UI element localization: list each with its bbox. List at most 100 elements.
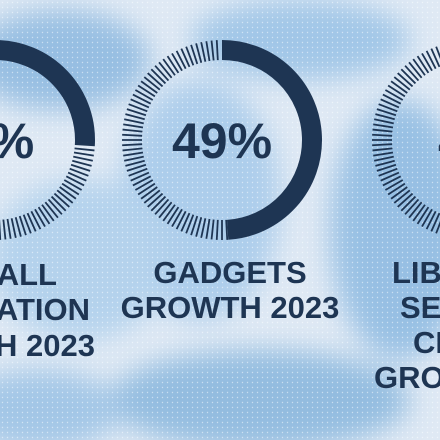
gauge-label: GROW bbox=[374, 360, 440, 395]
gauge-tick bbox=[393, 189, 411, 204]
gauge-tick bbox=[125, 113, 145, 121]
gauge-tick bbox=[375, 159, 395, 167]
gauge-tick bbox=[14, 217, 22, 237]
gauge-tick bbox=[123, 118, 144, 125]
gauge-tick bbox=[387, 182, 406, 196]
gauge-tick bbox=[175, 210, 187, 230]
gauge-tick bbox=[225, 219, 229, 240]
gauge-tick bbox=[382, 93, 402, 105]
gauge-tick bbox=[378, 103, 398, 113]
gauge-tick bbox=[421, 208, 433, 228]
gauge-tick bbox=[61, 182, 80, 196]
gauge-tick bbox=[150, 195, 167, 212]
gauge-tick bbox=[180, 212, 191, 232]
gauge-tick bbox=[408, 201, 423, 219]
gauge-tick bbox=[50, 195, 67, 212]
gauge-tick bbox=[122, 147, 143, 152]
gauge-tick bbox=[154, 198, 170, 215]
gauge-tick bbox=[373, 151, 394, 157]
gauge-tick bbox=[180, 48, 191, 68]
gauge-tick bbox=[372, 133, 393, 137]
gauge-tick bbox=[382, 175, 402, 187]
gauge-tick bbox=[126, 108, 147, 117]
gauge-tick bbox=[425, 50, 437, 70]
gauge-tick bbox=[63, 179, 83, 191]
gauge-tick bbox=[200, 41, 207, 62]
gauge-tick bbox=[215, 219, 219, 240]
gauge-tick bbox=[210, 219, 215, 240]
gauge-tick bbox=[122, 128, 143, 133]
gauge-tick bbox=[425, 210, 437, 230]
gauge-tick bbox=[143, 76, 161, 91]
gauge-tick bbox=[158, 201, 173, 219]
gauge-tick bbox=[404, 65, 420, 82]
gauge-tick bbox=[123, 155, 144, 162]
gauge-tick bbox=[140, 186, 158, 200]
gauge-tick bbox=[195, 217, 203, 237]
gauge-tick bbox=[70, 163, 91, 172]
gauge-tick bbox=[400, 195, 417, 212]
gauge-tick bbox=[128, 167, 148, 177]
gauge-tick bbox=[375, 113, 395, 121]
gauge-tick bbox=[416, 206, 430, 225]
gauge-tick bbox=[132, 175, 152, 187]
gauge-tick bbox=[150, 68, 167, 85]
gauge-tick bbox=[22, 214, 32, 234]
gauge-tick bbox=[380, 171, 400, 182]
gauge-tick bbox=[72, 159, 92, 167]
gauge-label: GROWTH 2023 bbox=[121, 290, 340, 325]
gauge-tick bbox=[380, 98, 400, 109]
gauge-tick bbox=[56, 189, 74, 204]
gauge-tick bbox=[376, 108, 397, 117]
gauge-tick bbox=[41, 204, 55, 222]
gauge: 4 LIBSERCEGROW bbox=[372, 46, 440, 395]
gauge-tick bbox=[390, 186, 408, 200]
gauge-tick bbox=[190, 215, 199, 236]
gauge-tick bbox=[190, 44, 199, 65]
gauge-tick bbox=[372, 147, 393, 152]
gauge-arc bbox=[221, 40, 322, 240]
gauge-tick bbox=[140, 80, 158, 94]
gauge-tick bbox=[65, 175, 85, 187]
gauge-tick bbox=[44, 201, 59, 219]
gauge-tick bbox=[73, 151, 94, 157]
gauge-value: % bbox=[0, 113, 34, 169]
gauge-tick bbox=[373, 155, 394, 162]
gauge-tick bbox=[30, 210, 42, 230]
gauge-tick bbox=[408, 61, 423, 79]
gauge-arc bbox=[0, 40, 95, 147]
gauge-tick bbox=[412, 58, 426, 76]
gauge-tick bbox=[384, 179, 404, 191]
gauge-tick bbox=[53, 192, 70, 208]
gauge-tick bbox=[205, 218, 211, 239]
gauge-tick bbox=[215, 40, 219, 61]
gauge-tick bbox=[210, 40, 215, 61]
gauge-tick bbox=[373, 118, 394, 125]
gauge-tick bbox=[430, 212, 440, 232]
gauge-tick bbox=[126, 163, 147, 172]
gauge-tick bbox=[378, 167, 398, 177]
gauge-tick bbox=[397, 192, 414, 208]
gauge-tick bbox=[404, 198, 420, 215]
gauge-tick bbox=[147, 72, 164, 88]
gauge-value: 4 bbox=[438, 113, 440, 169]
gauge-label: LIB bbox=[392, 255, 440, 290]
gauge-tick bbox=[200, 218, 207, 239]
gauge-tick bbox=[162, 204, 176, 222]
gauge-tick bbox=[400, 68, 417, 85]
gauge-tick bbox=[154, 65, 170, 82]
gauge-tick bbox=[73, 155, 94, 162]
gauge-tick bbox=[130, 171, 150, 182]
gauge-tick bbox=[123, 151, 144, 157]
gauge-tick bbox=[122, 143, 143, 147]
gauge-tick bbox=[74, 147, 95, 152]
gauge-tick bbox=[10, 218, 17, 239]
gauge-tick bbox=[6, 218, 12, 239]
gauge-label: H 2023 bbox=[0, 328, 95, 363]
gauge-tick bbox=[185, 46, 195, 66]
gauge-tick bbox=[372, 128, 393, 133]
gauge-tick bbox=[397, 72, 414, 88]
gauge-label: SER bbox=[400, 290, 440, 325]
